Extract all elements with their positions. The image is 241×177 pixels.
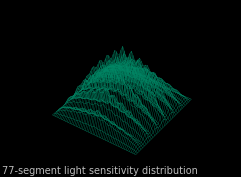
- Text: 77-segment light sensitivity distribution: 77-segment light sensitivity distributio…: [2, 166, 198, 176]
